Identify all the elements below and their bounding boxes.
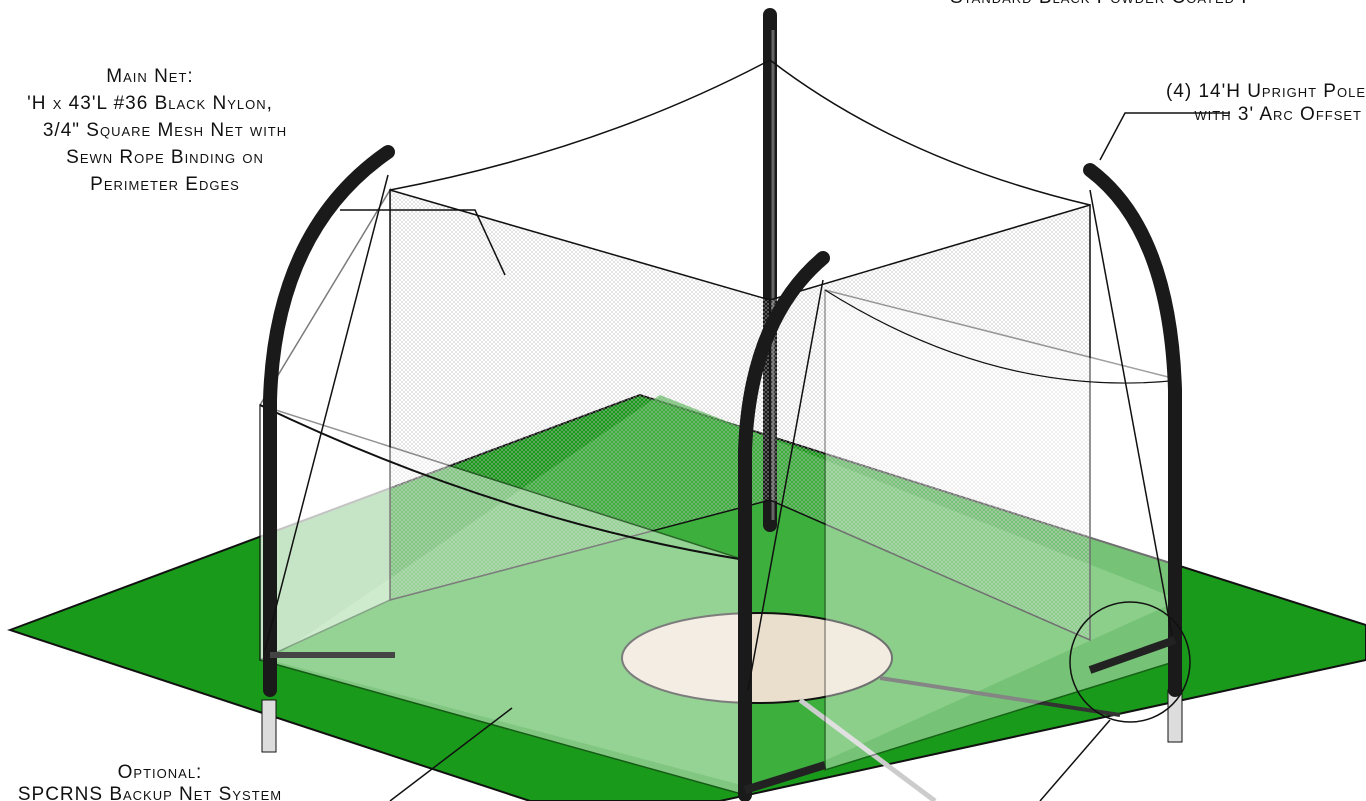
- guy-line: [747, 279, 824, 691]
- label-line: 3/4" Square Mesh Net with: [43, 120, 287, 141]
- inner-ground: [270, 395, 1180, 790]
- label-line: Sewn Rope Binding on: [66, 147, 264, 168]
- pole: [738, 251, 830, 801]
- brace: [1088, 636, 1177, 674]
- net: [769, 203, 1091, 642]
- sector-line: [798, 697, 937, 801]
- leader: [340, 209, 506, 276]
- leader: [1039, 719, 1111, 801]
- leg: [261, 699, 277, 753]
- label-title: Optional:: [118, 762, 203, 783]
- top-note: Standard Black Powder Coated F: [950, 0, 1254, 8]
- brace: [743, 761, 827, 794]
- pole: [1083, 163, 1182, 697]
- guy-line: [264, 174, 389, 651]
- net-top-edge: [389, 59, 1091, 206]
- label-line: SPCRNS Backup Net System: [18, 784, 282, 801]
- throwing-circle: [621, 612, 893, 704]
- detail-circle: [1069, 601, 1191, 723]
- net-sag: [824, 289, 1181, 384]
- label-line: 'H x 43'L #36 Black Nylon,: [27, 93, 273, 114]
- sector-line: [879, 676, 1121, 717]
- leg: [1167, 689, 1183, 743]
- guy-line: [1089, 189, 1173, 636]
- label-line: (4) 14'H Upright Pole: [1166, 81, 1366, 102]
- label-line: with 3' Arc Offset: [1194, 104, 1362, 125]
- pole: [263, 145, 395, 697]
- leader: [1099, 112, 1230, 161]
- label-line: Perimeter Edges: [90, 174, 240, 195]
- label-title: Main Net:: [106, 66, 193, 87]
- leader: [389, 707, 513, 801]
- net-sag: [259, 404, 746, 561]
